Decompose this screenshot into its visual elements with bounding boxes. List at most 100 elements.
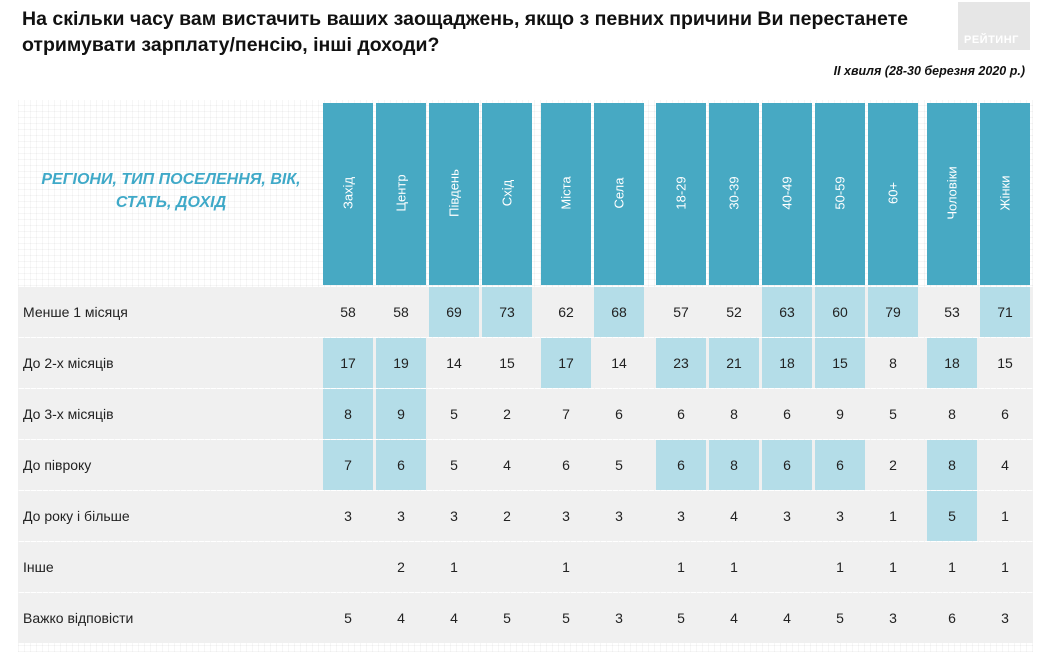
column-header-label: 30-39 <box>726 176 742 210</box>
column-header-label: Чоловіки <box>944 166 960 220</box>
table-cell: 3 <box>615 508 623 524</box>
table-cell: 3 <box>783 508 791 524</box>
table-row <box>18 491 1033 541</box>
column-header-label: 18-29 <box>673 176 689 210</box>
column-header-13: Жінки <box>980 103 1030 285</box>
table-cell: 8 <box>323 389 373 439</box>
table-cell: 4 <box>730 610 738 626</box>
column-header-label: 60+ <box>885 181 901 205</box>
table-cell: 71 <box>980 287 1030 337</box>
table-cell: 1 <box>730 559 738 575</box>
column-header-5: Міста <box>541 103 591 285</box>
column-header-label: Південь <box>446 169 462 217</box>
table-cell: 1 <box>889 559 897 575</box>
table-cell: 4 <box>730 508 738 524</box>
table-cell: 4 <box>1001 457 1009 473</box>
table-cell: 6 <box>948 610 956 626</box>
table-cell: 57 <box>673 304 689 320</box>
table-cell: 3 <box>836 508 844 524</box>
row-label: Менше 1 місяця <box>23 304 128 320</box>
table-cell: 3 <box>677 508 685 524</box>
table-cell: 23 <box>656 338 706 388</box>
table-cell: 3 <box>1001 610 1009 626</box>
column-header-11: 60+ <box>868 103 918 285</box>
table-cell: 62 <box>558 304 574 320</box>
table-cell: 2 <box>503 508 511 524</box>
table-row <box>18 389 1033 439</box>
row-label: Важко відповісти <box>23 610 134 626</box>
table-cell: 5 <box>677 610 685 626</box>
table-cell: 6 <box>677 406 685 422</box>
table-cell: 7 <box>323 440 373 490</box>
table-cell: 68 <box>594 287 644 337</box>
table-cell: 58 <box>340 304 356 320</box>
row-label: До півроку <box>23 457 92 473</box>
table-cell: 18 <box>927 338 977 388</box>
table-cell: 17 <box>323 338 373 388</box>
column-header-label: 50-59 <box>832 176 848 210</box>
table-cell: 73 <box>482 287 532 337</box>
table-cell: 8 <box>709 440 759 490</box>
table-cell: 8 <box>889 355 897 371</box>
column-header-label: Схід <box>499 179 515 207</box>
table-cell: 3 <box>397 508 405 524</box>
table-cell: 19 <box>376 338 426 388</box>
column-header-6: Села <box>594 103 644 285</box>
table-cell: 8 <box>730 406 738 422</box>
wave-label: II хвиля (28-30 березня 2020 р.) <box>833 64 1025 78</box>
column-header-4: Схід <box>482 103 532 285</box>
table-cell: 15 <box>499 355 515 371</box>
table-cell: 5 <box>450 457 458 473</box>
table-cell: 3 <box>450 508 458 524</box>
row-label: Інше <box>23 559 54 575</box>
column-header-1: Захід <box>323 103 373 285</box>
table-cell: 5 <box>344 610 352 626</box>
table-cell: 8 <box>927 440 977 490</box>
table-cell: 58 <box>393 304 409 320</box>
table-cell: 5 <box>450 406 458 422</box>
table-cell: 1 <box>562 559 570 575</box>
column-header-label: 40-49 <box>779 176 795 210</box>
column-header-7: 18-29 <box>656 103 706 285</box>
column-header-10: 50-59 <box>815 103 865 285</box>
table-cell: 2 <box>397 559 405 575</box>
table-cell: 8 <box>948 406 956 422</box>
table-cell: 1 <box>450 559 458 575</box>
column-header-2: Центр <box>376 103 426 285</box>
table-cell: 1 <box>1001 559 1009 575</box>
table-cell: 5 <box>927 491 977 541</box>
column-header-label: Жінки <box>997 175 1013 211</box>
row-label: До року і більше <box>23 508 130 524</box>
table-cell: 6 <box>376 440 426 490</box>
table-cell: 5 <box>836 610 844 626</box>
row-label: До 3-х місяців <box>23 406 114 422</box>
table-cell: 5 <box>889 406 897 422</box>
table-cell: 52 <box>726 304 742 320</box>
table-cell: 6 <box>815 440 865 490</box>
table-cell: 5 <box>503 610 511 626</box>
table-cell: 63 <box>762 287 812 337</box>
table-cell: 1 <box>1001 508 1009 524</box>
table-cell: 1 <box>836 559 844 575</box>
table-cell: 17 <box>541 338 591 388</box>
table-row <box>18 542 1033 592</box>
row-header: РЕГІОНИ, ТИП ПОСЕЛЕННЯ, ВІК, СТАТЬ, ДОХІ… <box>41 171 301 211</box>
column-header-label: Захід <box>340 176 356 210</box>
table-cell: 69 <box>429 287 479 337</box>
table-cell: 21 <box>709 338 759 388</box>
table-cell <box>594 542 644 592</box>
table-cell <box>762 542 812 592</box>
table-cell: 6 <box>762 440 812 490</box>
table-cell: 2 <box>889 457 897 473</box>
table-cell: 1 <box>889 508 897 524</box>
table-cell: 6 <box>656 440 706 490</box>
table-cell: 14 <box>446 355 462 371</box>
table-cell: 5 <box>615 457 623 473</box>
table-cell: 4 <box>450 610 458 626</box>
table-cell: 3 <box>615 610 623 626</box>
table-cell: 4 <box>503 457 511 473</box>
table-cell: 9 <box>836 406 844 422</box>
table-row <box>18 593 1033 643</box>
table-cell <box>323 542 373 592</box>
table-cell: 3 <box>344 508 352 524</box>
